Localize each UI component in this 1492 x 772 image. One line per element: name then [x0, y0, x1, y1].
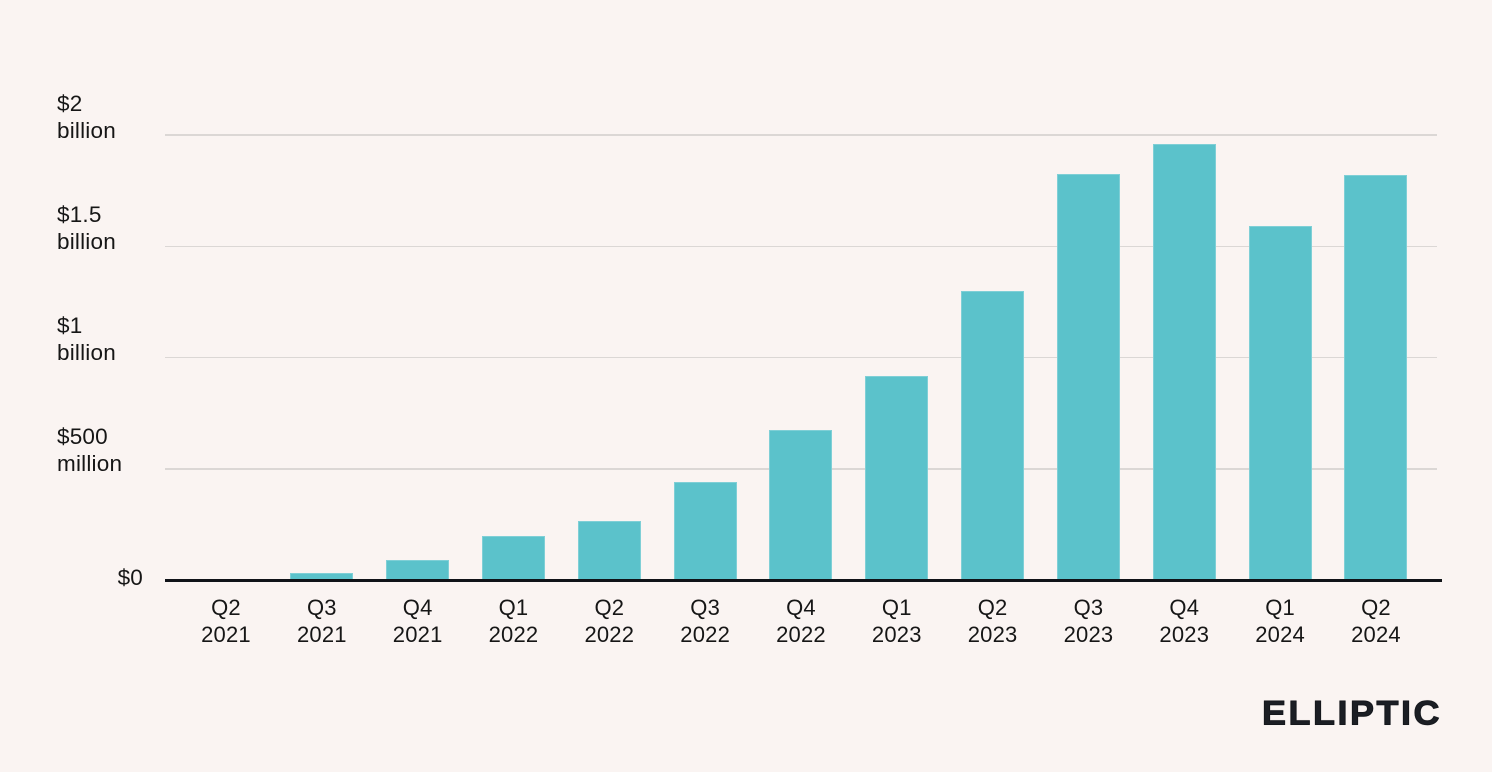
- x-axis-label-q4-2021: Q4 2021: [392, 595, 443, 647]
- x-axis-label-q1-2022: Q1 2022: [488, 595, 539, 647]
- x-axis-line: [165, 579, 1442, 582]
- bar-q3-2022: [673, 482, 737, 580]
- y-axis-label-2-billion: $2 billion: [57, 90, 116, 143]
- bar-q4-2021: [386, 559, 450, 580]
- bar-q1-2022: [481, 535, 545, 580]
- y-axis-label-1-billion: $1 billion: [57, 313, 116, 365]
- bar-q3-2021: [290, 573, 354, 580]
- y-axis-label-500-million: $500 million: [57, 424, 123, 477]
- bar-q2-2024: [1344, 175, 1408, 580]
- bar-q1-2023: [865, 376, 929, 580]
- elliptic-logo: ELLIPTIC: [1262, 693, 1442, 733]
- x-axis-label-q2-2021: Q2 2021: [201, 595, 251, 647]
- x-axis-label-q2-2023: Q2 2023: [967, 595, 1018, 647]
- x-axis-label-q4-2023: Q4 2023: [1159, 595, 1210, 647]
- x-axis-label-q3-2022: Q3 2022: [680, 595, 731, 647]
- x-axis-label-q4-2022: Q4 2022: [776, 595, 826, 647]
- gridline-1-billion: [165, 356, 1437, 359]
- y-axis-label-1-5-billion: $1.5 billion: [57, 201, 116, 254]
- x-axis-label-q3-2021: Q3 2021: [296, 595, 347, 647]
- bar-q4-2023: [1152, 143, 1216, 580]
- bar-q3-2023: [1056, 173, 1120, 580]
- bar-q1-2024: [1248, 226, 1312, 580]
- gridline-2-billion: [165, 134, 1437, 136]
- x-axis-label-q1-2024: Q1 2024: [1255, 595, 1305, 647]
- bar-q2-2023: [961, 290, 1025, 580]
- x-axis-label-q2-2022: Q2 2022: [584, 595, 635, 647]
- x-axis-label-q2-2024: Q2 2024: [1351, 595, 1401, 647]
- bar-q4-2022: [769, 429, 833, 580]
- x-axis-label-q1-2023: Q1 2023: [871, 595, 922, 647]
- bar-q2-2022: [577, 521, 641, 580]
- y-axis-label-0: $0: [117, 565, 143, 590]
- x-axis-label-q3-2023: Q3 2023: [1063, 595, 1114, 647]
- gridline-1-5-billion: [165, 245, 1437, 247]
